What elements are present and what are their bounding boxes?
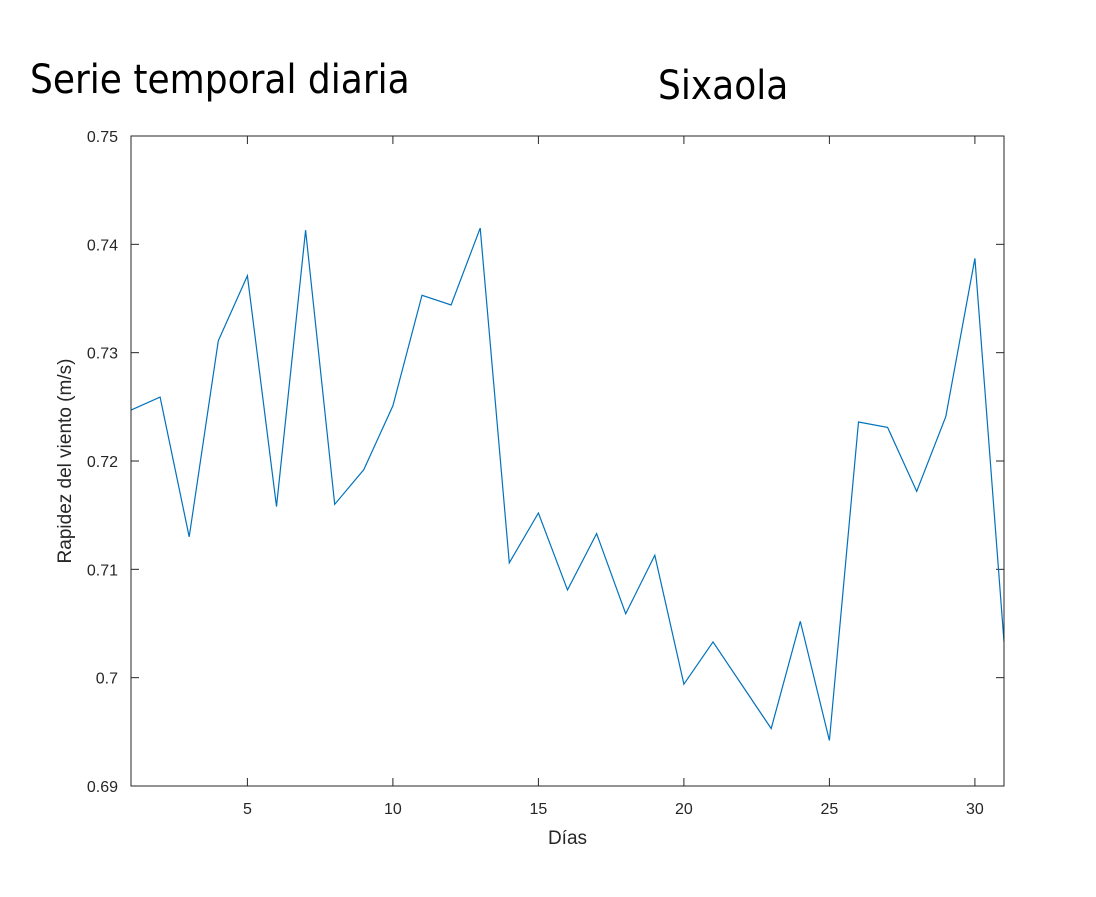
chart-title: Sixaola [658, 63, 789, 109]
y-tick-label: 0.7 [96, 671, 118, 688]
x-tick-label: 15 [530, 801, 548, 818]
x-tick-label: 10 [384, 801, 402, 818]
x-tick-label: 5 [243, 801, 252, 818]
y-tick-label: 0.69 [87, 779, 118, 796]
y-tick-label: 0.75 [87, 129, 118, 146]
y-tick-label: 0.72 [87, 454, 118, 471]
y-axis-label: Rapidez del viento (m/s) [55, 359, 76, 564]
series-layer [130, 227, 1005, 741]
x-axis-label: Días [548, 828, 587, 849]
plot-area [131, 136, 1004, 786]
x-tick-label: 20 [675, 801, 693, 818]
x-tick-label: 25 [821, 801, 839, 818]
plot-frame [130, 135, 1005, 787]
chart-subtitle: Serie temporal diaria [30, 57, 410, 103]
series-line [130, 227, 1005, 741]
y-tick-label: 0.74 [87, 237, 118, 254]
axis-ticks: 5 10 15 20 25 30 0.69 0.7 0.71 0.72 0.73 0.74 0.75 [87, 129, 1004, 818]
x-tick-label: 30 [966, 801, 984, 818]
y-tick-label: 0.71 [87, 562, 118, 579]
y-tick-label: 0.73 [87, 346, 118, 363]
